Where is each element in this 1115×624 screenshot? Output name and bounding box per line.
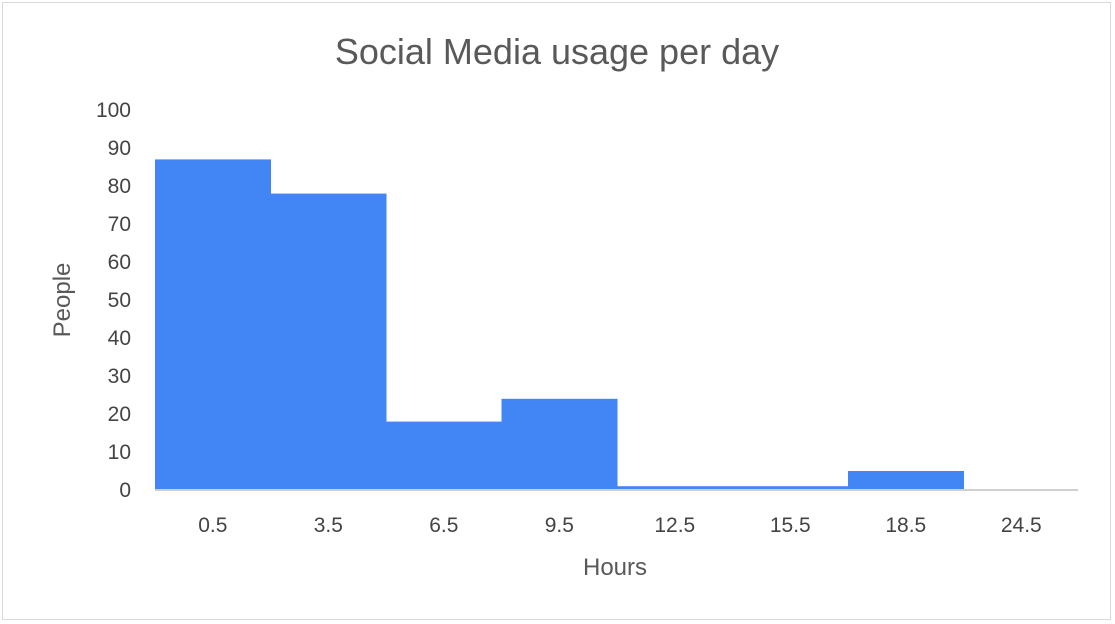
x-tick-label: 18.5 [885,514,926,537]
x-tick-label: 3.5 [314,514,343,537]
bar-3.5 [270,193,387,490]
x-tick-label: 6.5 [429,514,458,537]
bar-9.5 [501,398,618,490]
bar-15.5 [732,486,849,490]
y-tick-label: 10 [108,441,131,464]
x-tick-label: 9.5 [545,514,574,537]
x-tick-label: 12.5 [654,514,695,537]
bar-12.5 [617,486,733,490]
x-tick-label: 15.5 [770,514,811,537]
y-tick-label: 20 [108,403,131,426]
y-tick-label: 90 [108,137,131,160]
y-tick-label: 50 [108,289,131,312]
x-tick-label: 0.5 [198,514,227,537]
y-tick-label: 60 [108,251,131,274]
y-tick-label: 30 [108,365,131,388]
y-tick-label: 100 [96,99,131,122]
bars-group [155,159,964,490]
y-tick-label: 70 [108,213,131,236]
x-tick-label: 24.5 [1001,514,1042,537]
bar-18.5 [848,471,964,490]
y-axis-title: People [49,263,76,338]
bar-0.5 [155,159,271,490]
y-tick-label: 0 [119,479,131,502]
x-axis-title: Hours [583,554,647,581]
y-tick-labels: 0 10 20 30 40 50 60 70 80 90 100 [96,99,131,502]
y-tick-label: 80 [108,175,131,198]
x-tick-labels: 0.5 3.5 6.5 9.5 12.5 15.5 18.5 24.5 [198,514,1042,537]
bar-6.5 [386,421,502,490]
y-tick-label: 40 [108,327,131,350]
chart-title: Social Media usage per day [335,31,779,72]
